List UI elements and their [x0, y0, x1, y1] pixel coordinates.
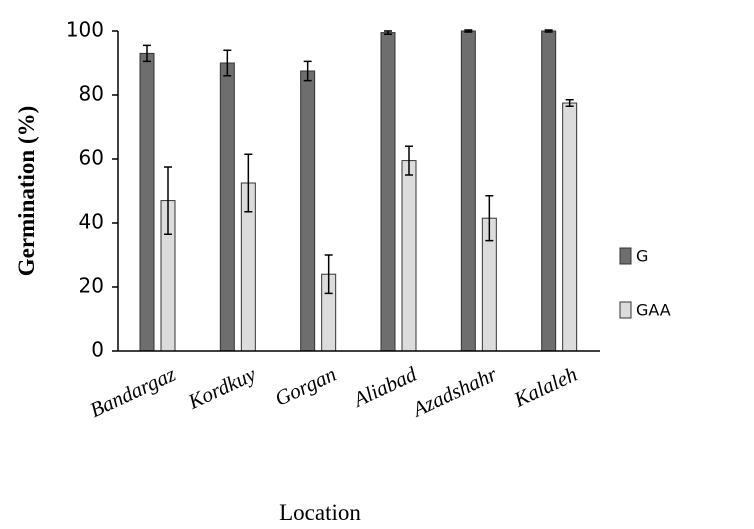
error-bar: [464, 29, 473, 33]
bar: [219, 62, 235, 352]
legend-swatch: [619, 301, 632, 319]
error-bar: [164, 166, 172, 235]
bar: [401, 160, 417, 352]
error-bar: [485, 195, 494, 242]
bar: [139, 52, 155, 352]
error-bar: [405, 145, 413, 176]
error-bar: [384, 30, 392, 35]
error-bar: [565, 99, 574, 107]
y-tick-label: 20: [79, 274, 104, 298]
y-tick-label: 80: [79, 82, 104, 106]
x-tick-label: Gorgan: [271, 362, 340, 411]
x-tick-label: Aliabad: [348, 362, 421, 413]
bar: [541, 30, 557, 352]
error-bar: [223, 49, 232, 77]
bar: [460, 30, 476, 352]
error-bar: [303, 60, 312, 82]
x-tick-label: Azadshahr: [407, 361, 501, 422]
error-bar: [544, 29, 553, 33]
y-tick-label: 100: [66, 18, 104, 42]
error-bar: [143, 44, 151, 63]
error-bar: [324, 254, 333, 295]
bar: [380, 32, 396, 352]
x-tick-label: Bandargaz: [86, 362, 179, 422]
x-tick-label: Kalaleh: [509, 362, 580, 412]
legend-label: GAA: [636, 301, 671, 320]
bar: [300, 70, 316, 352]
error-bar: [244, 153, 253, 213]
legend-swatch: [619, 247, 632, 265]
x-axis-title: Location: [279, 500, 361, 525]
y-tick-label: 40: [79, 210, 104, 234]
legend-label: G: [636, 247, 648, 266]
y-tick-label: 60: [79, 146, 104, 170]
x-tick-label: Kordkuy: [184, 361, 261, 414]
y-axis-title: Germination (%): [14, 106, 39, 277]
bar: [562, 102, 578, 352]
y-tick-label: 0: [91, 338, 104, 362]
